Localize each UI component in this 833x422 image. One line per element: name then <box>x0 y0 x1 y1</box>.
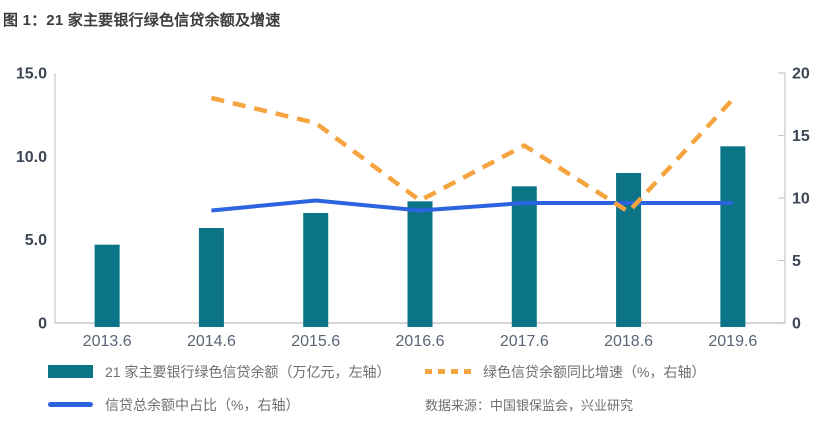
legend-growth-label: 绿色信贷余额同比增速（%，右轴） <box>483 363 706 380</box>
x-axis-label: 2014.6 <box>187 333 236 350</box>
left-axis-tick-label: 10.0 <box>16 149 47 166</box>
x-axis-label: 2017.6 <box>500 333 549 350</box>
chart-title: 图 1：21 家主要银行绿色信贷余额及增速 <box>3 12 281 29</box>
chart-canvas: 0 5.0 10.0 15.0 0 5 10 15 20 2013.6 2014.6 2015.6 20… <box>16 66 810 351</box>
bar-2018.6 <box>616 173 642 327</box>
right-axis-tick-label: 15 <box>792 128 810 145</box>
right-axis-tick-label: 20 <box>792 66 810 83</box>
data-source: 数据来源：中国银保监会，兴业研究 <box>425 398 634 413</box>
left-axis-tick-label: 0 <box>38 316 47 333</box>
left-axis-tick-label: 5.0 <box>25 232 47 249</box>
bar-2014.6 <box>198 228 224 327</box>
dashed-line-swatch-icon <box>425 369 471 374</box>
solid-line-swatch-icon <box>48 402 93 407</box>
bar-2013.6 <box>94 244 120 327</box>
left-axis-tick-label: 15.0 <box>16 66 47 83</box>
x-axis-label: 2013.6 <box>83 333 132 350</box>
bar-2015.6 <box>303 213 329 327</box>
x-axis-label: 2018.6 <box>604 333 653 350</box>
bar-2016.6 <box>407 201 433 327</box>
right-axis-tick-label: 10 <box>792 191 810 208</box>
legend-item-bars: 21 家主要银行绿色信贷余额（万亿元，左轴） <box>48 362 425 381</box>
bar-swatch-icon <box>48 365 93 378</box>
x-axis-label: 2019.6 <box>708 333 757 350</box>
legend-ratio-label: 信贷总余额中占比（%，右轴） <box>105 396 300 413</box>
bar-2019.6 <box>720 146 746 327</box>
legend-item-ratio: 信贷总余额中占比（%，右轴） <box>48 395 425 414</box>
legend-bar-label: 21 家主要银行绿色信贷余额（万亿元，左轴） <box>105 363 391 380</box>
bar-2017.6 <box>511 186 537 327</box>
ratio-line <box>211 198 733 213</box>
legend: 21 家主要银行绿色信贷余额（万亿元，左轴） 绿色信贷余额同比增速（%，右轴） … <box>48 362 818 414</box>
x-axis-label: 2015.6 <box>291 333 340 350</box>
x-axis-label: 2016.6 <box>396 333 445 350</box>
right-axis-tick-label: 5 <box>792 253 801 270</box>
legend-item-growth: 绿色信贷余额同比增速（%，右轴） <box>425 362 818 381</box>
growth-line <box>210 95 735 214</box>
right-axis-tick-label: 0 <box>792 316 801 333</box>
